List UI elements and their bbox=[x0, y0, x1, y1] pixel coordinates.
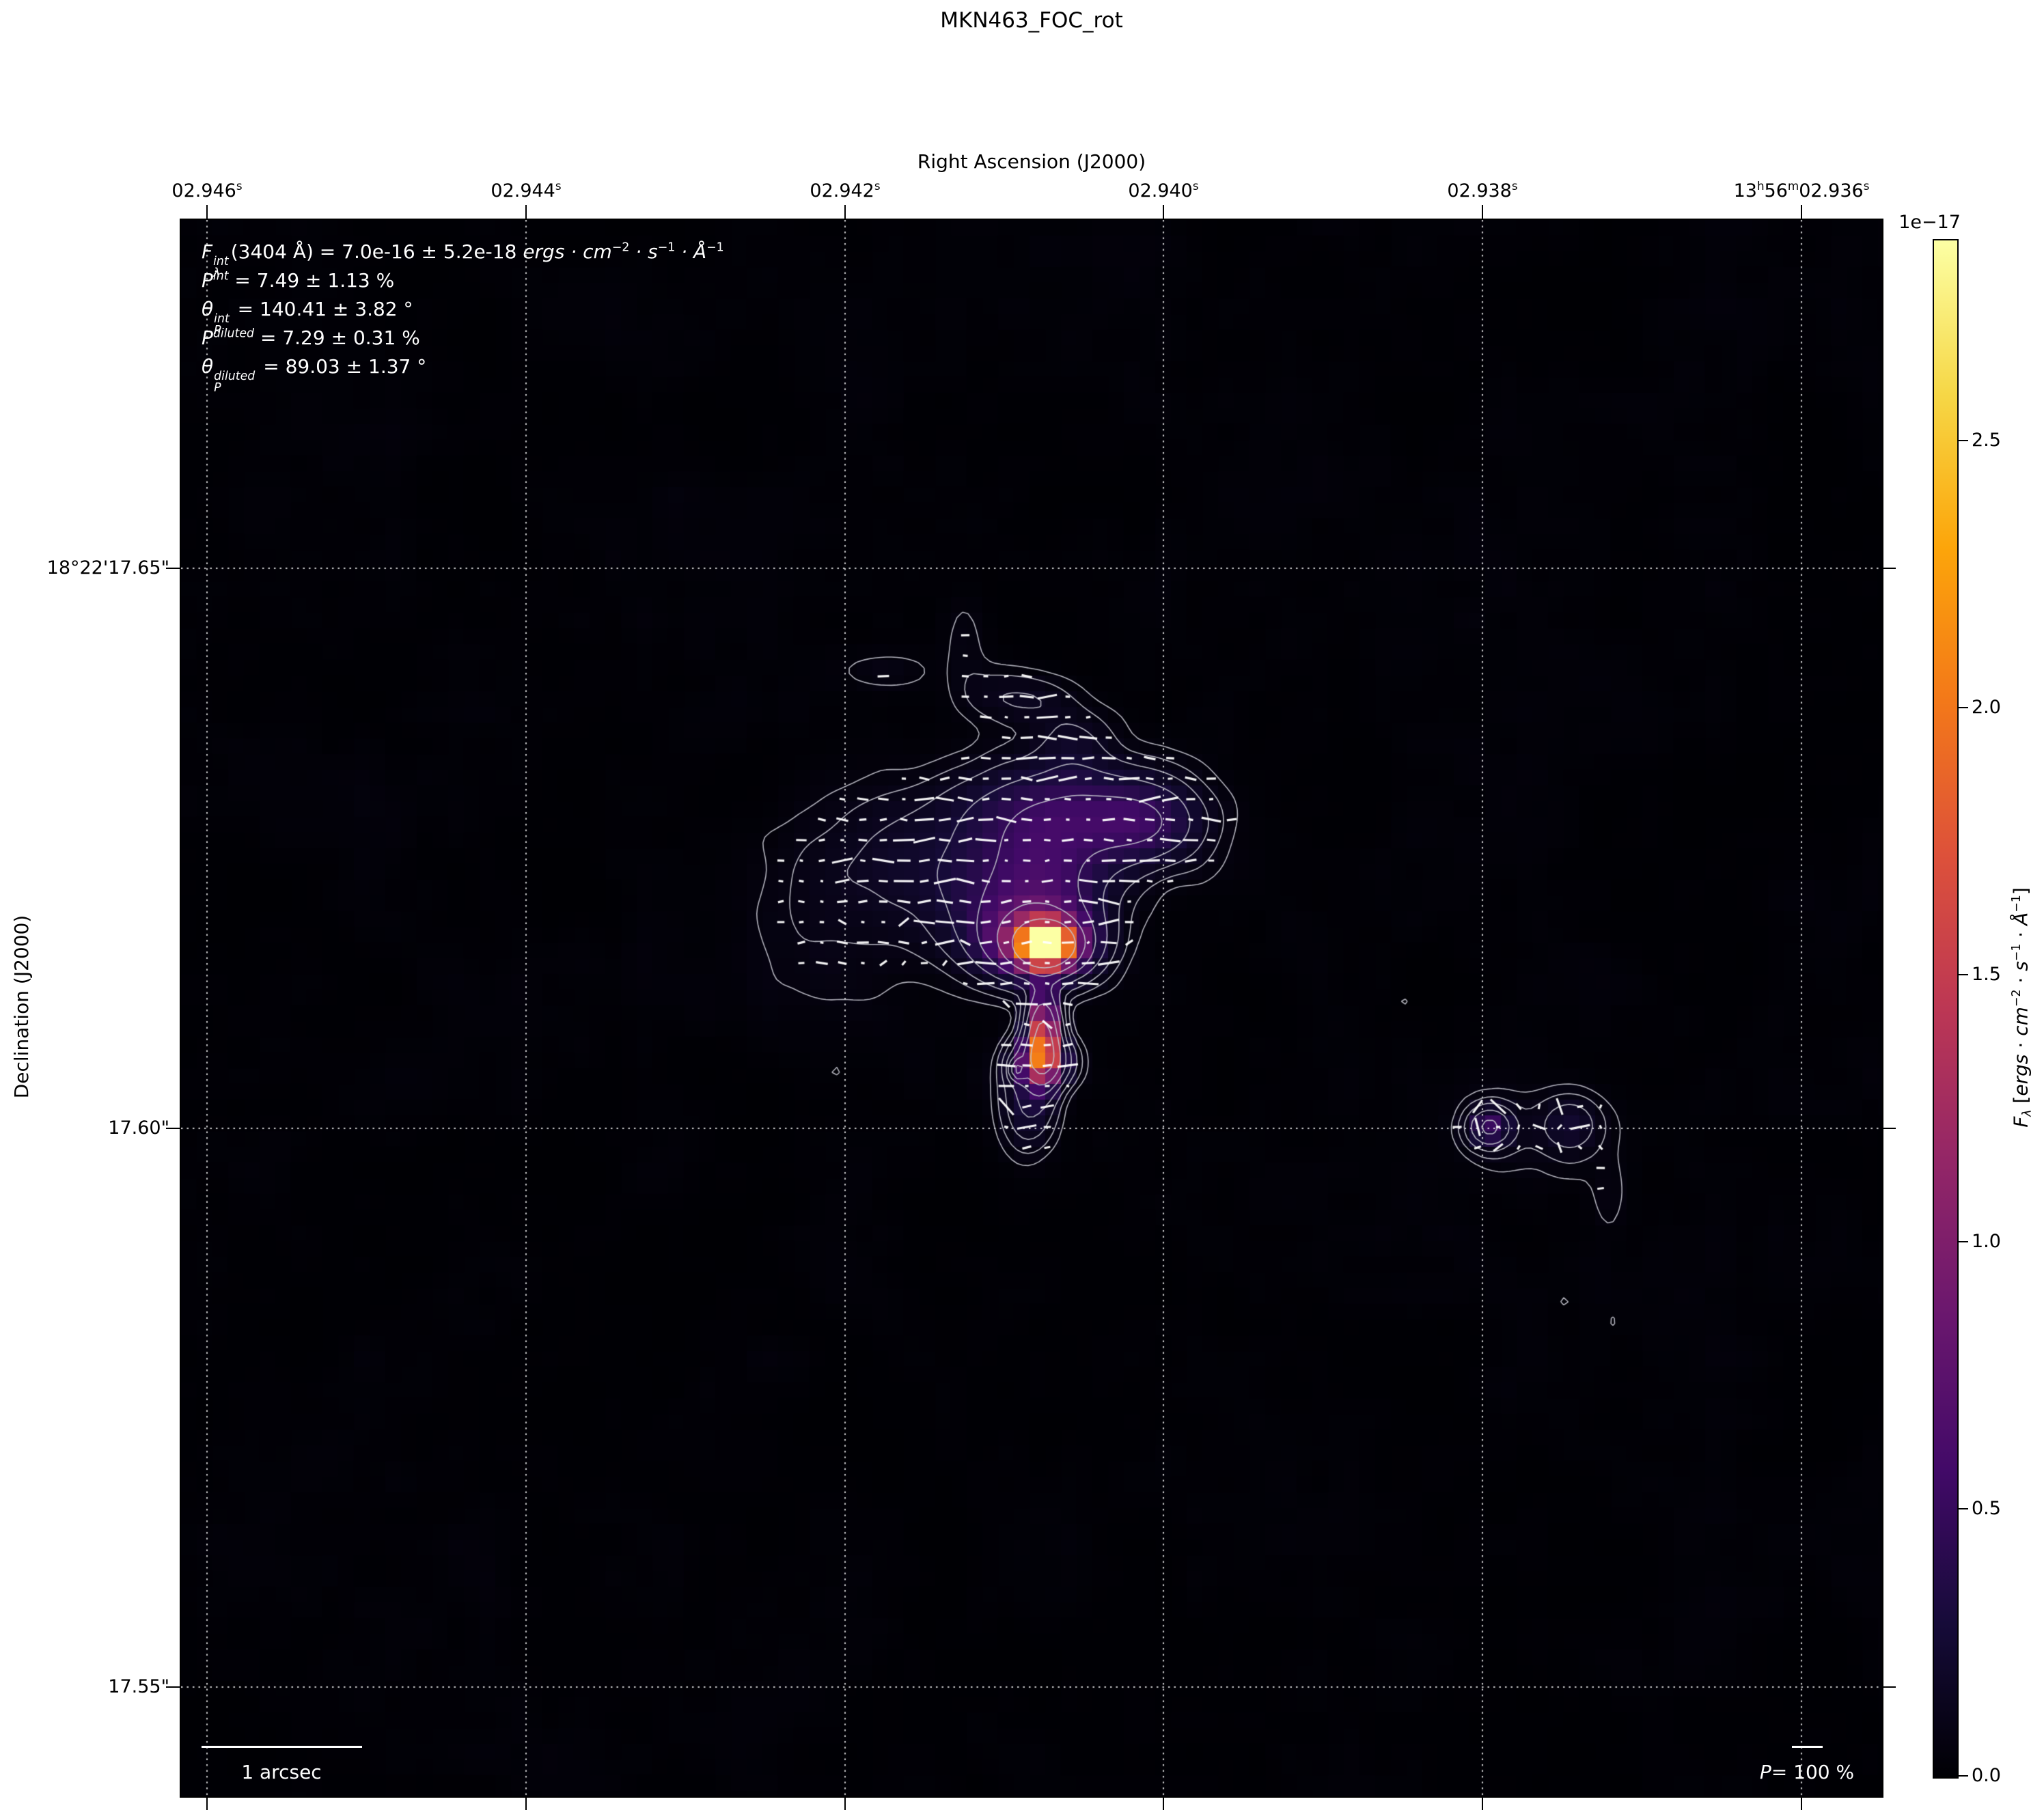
y-tick-mark-right bbox=[1882, 568, 1896, 569]
x-tick-label: 02.944s bbox=[491, 179, 562, 201]
colorbar-tick-mark bbox=[1959, 1775, 1968, 1777]
annotation-theta-diluted: θ diluted P = 89.03 ± 1.37 ° bbox=[202, 355, 427, 395]
polarization-legend-bar bbox=[1792, 1746, 1823, 1748]
x-tick-mark-top bbox=[525, 205, 527, 219]
polarization-legend-label: P= 100 % bbox=[1759, 1761, 1855, 1783]
annotation-theta-int: θ int P = 140.41 ± 3.82 ° bbox=[202, 298, 413, 338]
colorbar bbox=[1933, 239, 1959, 1779]
colorbar-tick-label: 1.5 bbox=[1972, 964, 2001, 985]
colorbar-tick-mark bbox=[1959, 440, 1968, 441]
sup-sub-stack: diluted P bbox=[214, 369, 255, 395]
figure-title: MKN463_FOC_rot bbox=[940, 8, 1123, 33]
colorbar-tick-mark bbox=[1959, 1508, 1968, 1509]
x-tick-mark-top bbox=[1482, 205, 1483, 219]
colorbar-tick-mark bbox=[1959, 974, 1968, 975]
x-tick-mark-bottom bbox=[206, 1796, 208, 1810]
y-tick-mark-left bbox=[166, 1686, 180, 1688]
y-tick-label: 17.55" bbox=[108, 1676, 169, 1697]
y-axis-label: Declination (J2000) bbox=[10, 915, 33, 1099]
x-tick-label: 02.938s bbox=[1447, 179, 1518, 201]
y-tick-mark-left bbox=[166, 1128, 180, 1129]
x-tick-mark-top bbox=[1163, 205, 1164, 219]
x-tick-mark-bottom bbox=[1163, 1796, 1164, 1810]
colorbar-tick-label: 2.5 bbox=[1972, 430, 2001, 451]
x-tick-mark-top bbox=[1801, 205, 1802, 219]
x-tick-label: 02.946s bbox=[171, 179, 243, 201]
colorbar-axis-label: Fλ [ergs · cm−2 · s−1 · Å−1] bbox=[2009, 887, 2034, 1128]
colorbar-tick-mark bbox=[1959, 1241, 1968, 1242]
colorbar-tick-label: 1.0 bbox=[1972, 1231, 2001, 1252]
colorbar-tick-label: 2.0 bbox=[1972, 697, 2001, 718]
colorbar-tick-label: 0.5 bbox=[1972, 1498, 2001, 1519]
x-tick-label: 13h56m02.936s bbox=[1733, 179, 1870, 201]
scalebar-label: 1 arcsec bbox=[241, 1761, 322, 1783]
y-tick-mark-left bbox=[166, 568, 180, 569]
annotation-p-diluted: Pdiluted = 7.29 ± 0.31 % bbox=[202, 326, 420, 349]
sup-sub-stack: int P bbox=[214, 311, 230, 338]
x-tick-label: 02.940s bbox=[1128, 179, 1199, 201]
colorbar-gradient bbox=[1934, 240, 1957, 1777]
colorbar-tick-label: 0.0 bbox=[1972, 1765, 2001, 1786]
x-tick-mark-bottom bbox=[1482, 1796, 1483, 1810]
x-tick-mark-bottom bbox=[844, 1796, 846, 1810]
x-tick-mark-bottom bbox=[1801, 1796, 1802, 1810]
annotation-p-int: Pint = 7.49 ± 1.13 % bbox=[202, 269, 395, 292]
y-tick-mark-right bbox=[1882, 1128, 1896, 1129]
x-tick-mark-top bbox=[844, 205, 846, 219]
colorbar-offset-label: 1e−17 bbox=[1898, 212, 1961, 233]
x-axis-label: Right Ascension (J2000) bbox=[917, 150, 1146, 173]
x-tick-mark-top bbox=[206, 205, 208, 219]
colorbar-tick-mark bbox=[1959, 707, 1968, 708]
y-tick-mark-right bbox=[1882, 1686, 1896, 1688]
x-tick-mark-bottom bbox=[525, 1796, 527, 1810]
flux-map-canvas bbox=[181, 220, 1882, 1796]
scalebar-line bbox=[202, 1746, 362, 1748]
y-tick-label: 17.60" bbox=[108, 1117, 169, 1139]
x-tick-label: 02.942s bbox=[810, 179, 881, 201]
y-tick-label: 18°22'17.65" bbox=[46, 557, 169, 579]
sup-sub-stack: int λ bbox=[213, 254, 229, 281]
